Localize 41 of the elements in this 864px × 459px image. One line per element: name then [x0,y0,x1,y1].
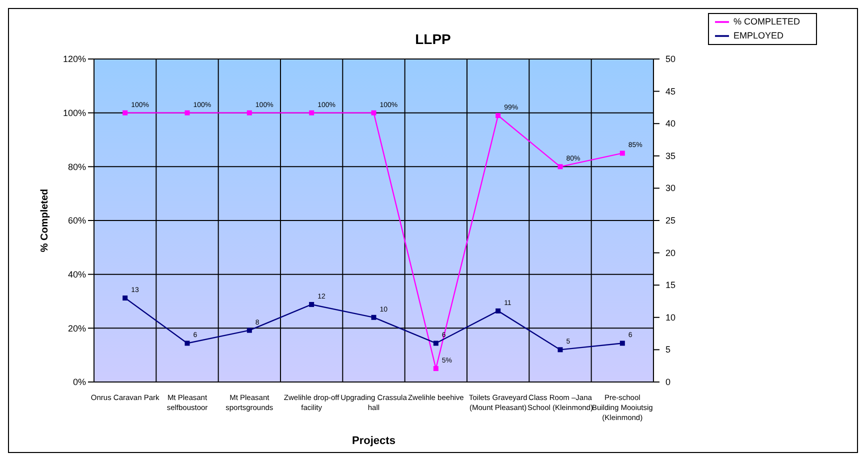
point [184,110,190,116]
point [620,340,625,346]
point [371,110,376,116]
point [246,328,252,333]
y2-tick-label: 35 [665,150,676,161]
chart-title: LLPP [415,31,451,47]
y2-tick-label: 5 [665,344,670,355]
legend-label: % COMPLETED [733,16,800,26]
y-tick-label: 60% [68,216,86,226]
y2-tick-label: 30 [665,183,676,194]
point [620,150,625,156]
legend-label: EMPLOYED [733,30,784,40]
point [309,302,314,307]
y-tick-label: 0% [72,377,86,388]
y2-tick-label: 45 [665,86,676,96]
point [496,113,501,118]
point [558,164,563,170]
point [433,366,438,372]
y2-tick-label: 50 [665,54,676,64]
y2-tick-label: 20 [665,248,676,258]
y2-tick-label: 40 [665,118,676,129]
y-tick-label: 120% [62,54,86,64]
point [122,110,128,116]
point [433,340,438,346]
point [246,110,252,116]
point [184,340,190,346]
x-axis-title: Projects [352,435,396,447]
y2-tick-label: 15 [665,280,676,290]
y2-tick-label: 0 [665,377,670,387]
point [122,296,128,301]
y-tick-label: 100% [62,108,86,118]
y2-tick-label: 10 [665,312,676,322]
point [558,347,563,352]
point [309,110,314,116]
y-tick-label: 20% [68,323,86,334]
y-axis-title: % Completed [40,188,51,252]
y-tick-label: 40% [68,270,86,280]
y-tick-label: 80% [68,162,86,172]
point [496,308,501,314]
point [371,314,376,320]
y2-tick-label: 25 [665,216,676,226]
